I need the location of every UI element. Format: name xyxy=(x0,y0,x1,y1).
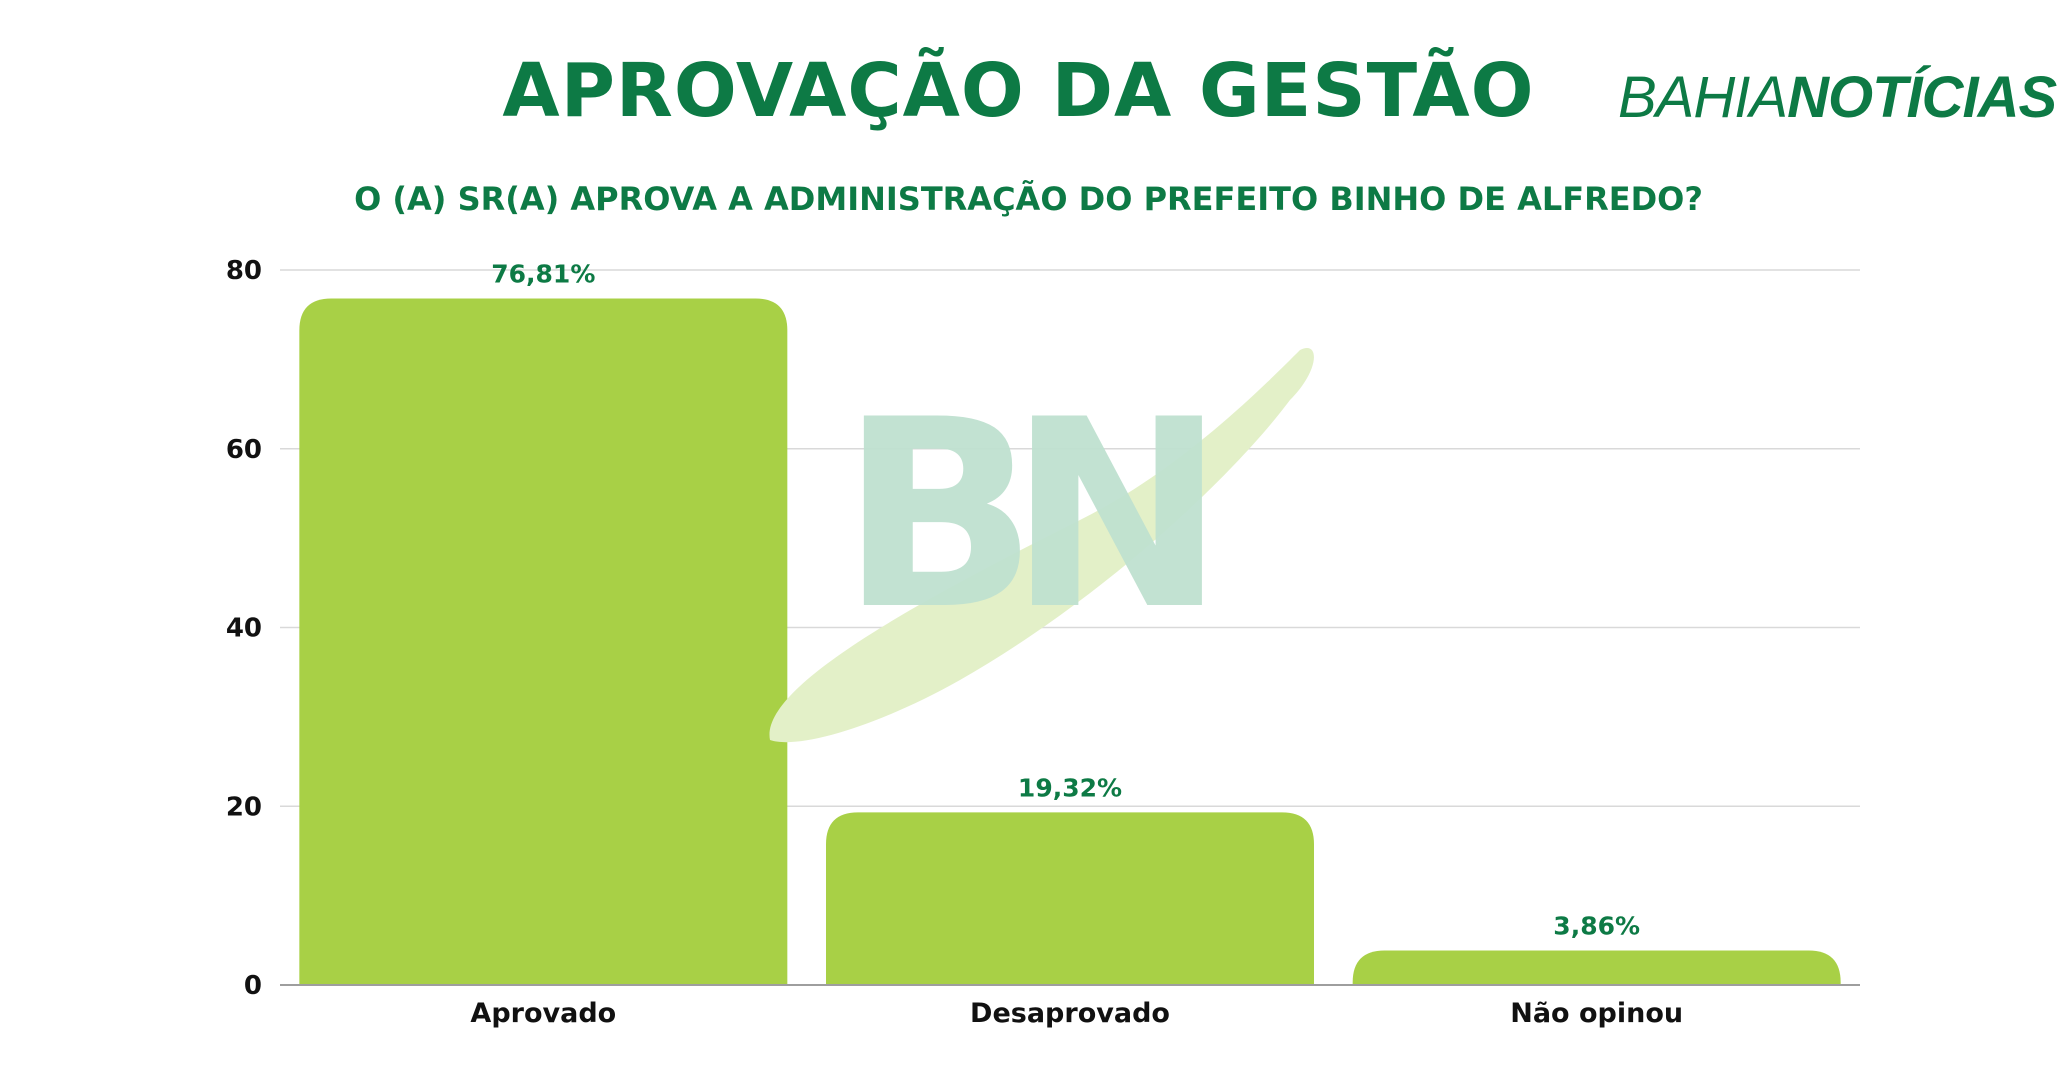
y-tick-label: 80 xyxy=(226,256,262,286)
chart-title: APROVAÇÃO DA GESTÃO xyxy=(502,48,1535,134)
x-category-label: Não opinou xyxy=(1510,998,1683,1029)
svg-text:BN: BN xyxy=(840,365,1203,667)
y-tick-label: 60 xyxy=(226,435,262,465)
labels: 0 20 40 60 80 76,81% Aprovado 19,32% Desaprovado… xyxy=(226,256,1683,1029)
x-category-label: Desaprovado xyxy=(970,998,1170,1029)
data-label: 3,86% xyxy=(1553,912,1640,941)
bar-desaprovado xyxy=(826,812,1314,985)
logo-bold-text: NOTÍCIAS xyxy=(1787,65,2057,130)
data-label: 19,32% xyxy=(1018,773,1122,802)
bar-aprovado xyxy=(299,298,788,985)
y-tick-label: 0 xyxy=(244,971,262,1001)
bars xyxy=(299,298,1841,985)
bar-n-o-opinou xyxy=(1352,950,1841,985)
data-label: 76,81% xyxy=(491,260,595,289)
bahia-noticias-logo: BAHIANOTÍCIAS xyxy=(1618,64,2057,131)
bn-watermark-logo: BN xyxy=(769,348,1314,743)
chart-subtitle: O (A) SR(A) APROVA A ADMINISTRAÇÃO DO PR… xyxy=(354,180,1703,218)
x-category-label: Aprovado xyxy=(470,998,616,1029)
y-tick-label: 40 xyxy=(226,614,262,644)
y-tick-label: 20 xyxy=(226,792,262,822)
logo-light-text: BAHIA xyxy=(1618,65,1788,130)
